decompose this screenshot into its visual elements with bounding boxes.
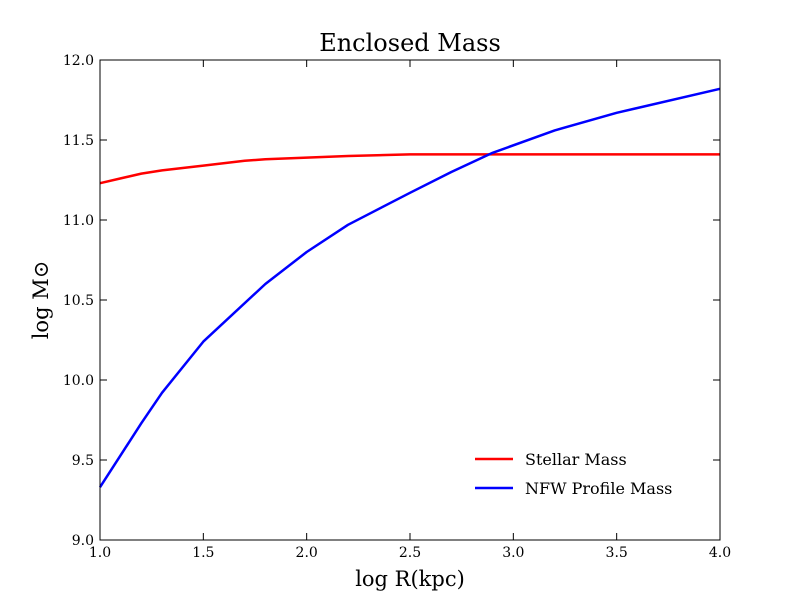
x-tick-label: 1.0 [89,545,111,561]
series-line-2 [98,87,721,488]
y-tick-label: 10.5 [63,293,94,309]
x-tick-label: 3.0 [502,545,524,561]
y-tick-label: 9.0 [72,533,94,549]
y-tick-label: 12.0 [63,53,94,69]
legend-label-2: NFW Profile Mass [525,479,672,498]
x-tick-label: 3.5 [606,545,628,561]
chart-title: Enclosed Mass [319,29,501,57]
y-tick-label: 11.5 [63,133,94,149]
x-axis-label: log R(kpc) [355,567,465,591]
series-line-1 [99,153,720,185]
y-tick-label: 10.0 [63,373,94,389]
y-tick-label: 9.5 [72,453,94,469]
x-tick-label: 2.5 [399,545,421,561]
y-tick-label: 11.0 [63,213,94,229]
legend: Stellar Mass NFW Profile Mass [475,450,672,498]
y-axis-label: log M⊙ [29,261,53,340]
x-tick-label: 4.0 [709,545,731,561]
x-tick-label: 2.0 [296,545,318,561]
x-tick-label: 1.5 [192,545,214,561]
legend-label-1: Stellar Mass [525,450,627,469]
plot-area [98,87,721,488]
axes: 1.0 1.5 2.0 2.5 3.0 3.5 4.0 9.0 9.5 10.0 10.5 11.0 1… [63,53,731,561]
